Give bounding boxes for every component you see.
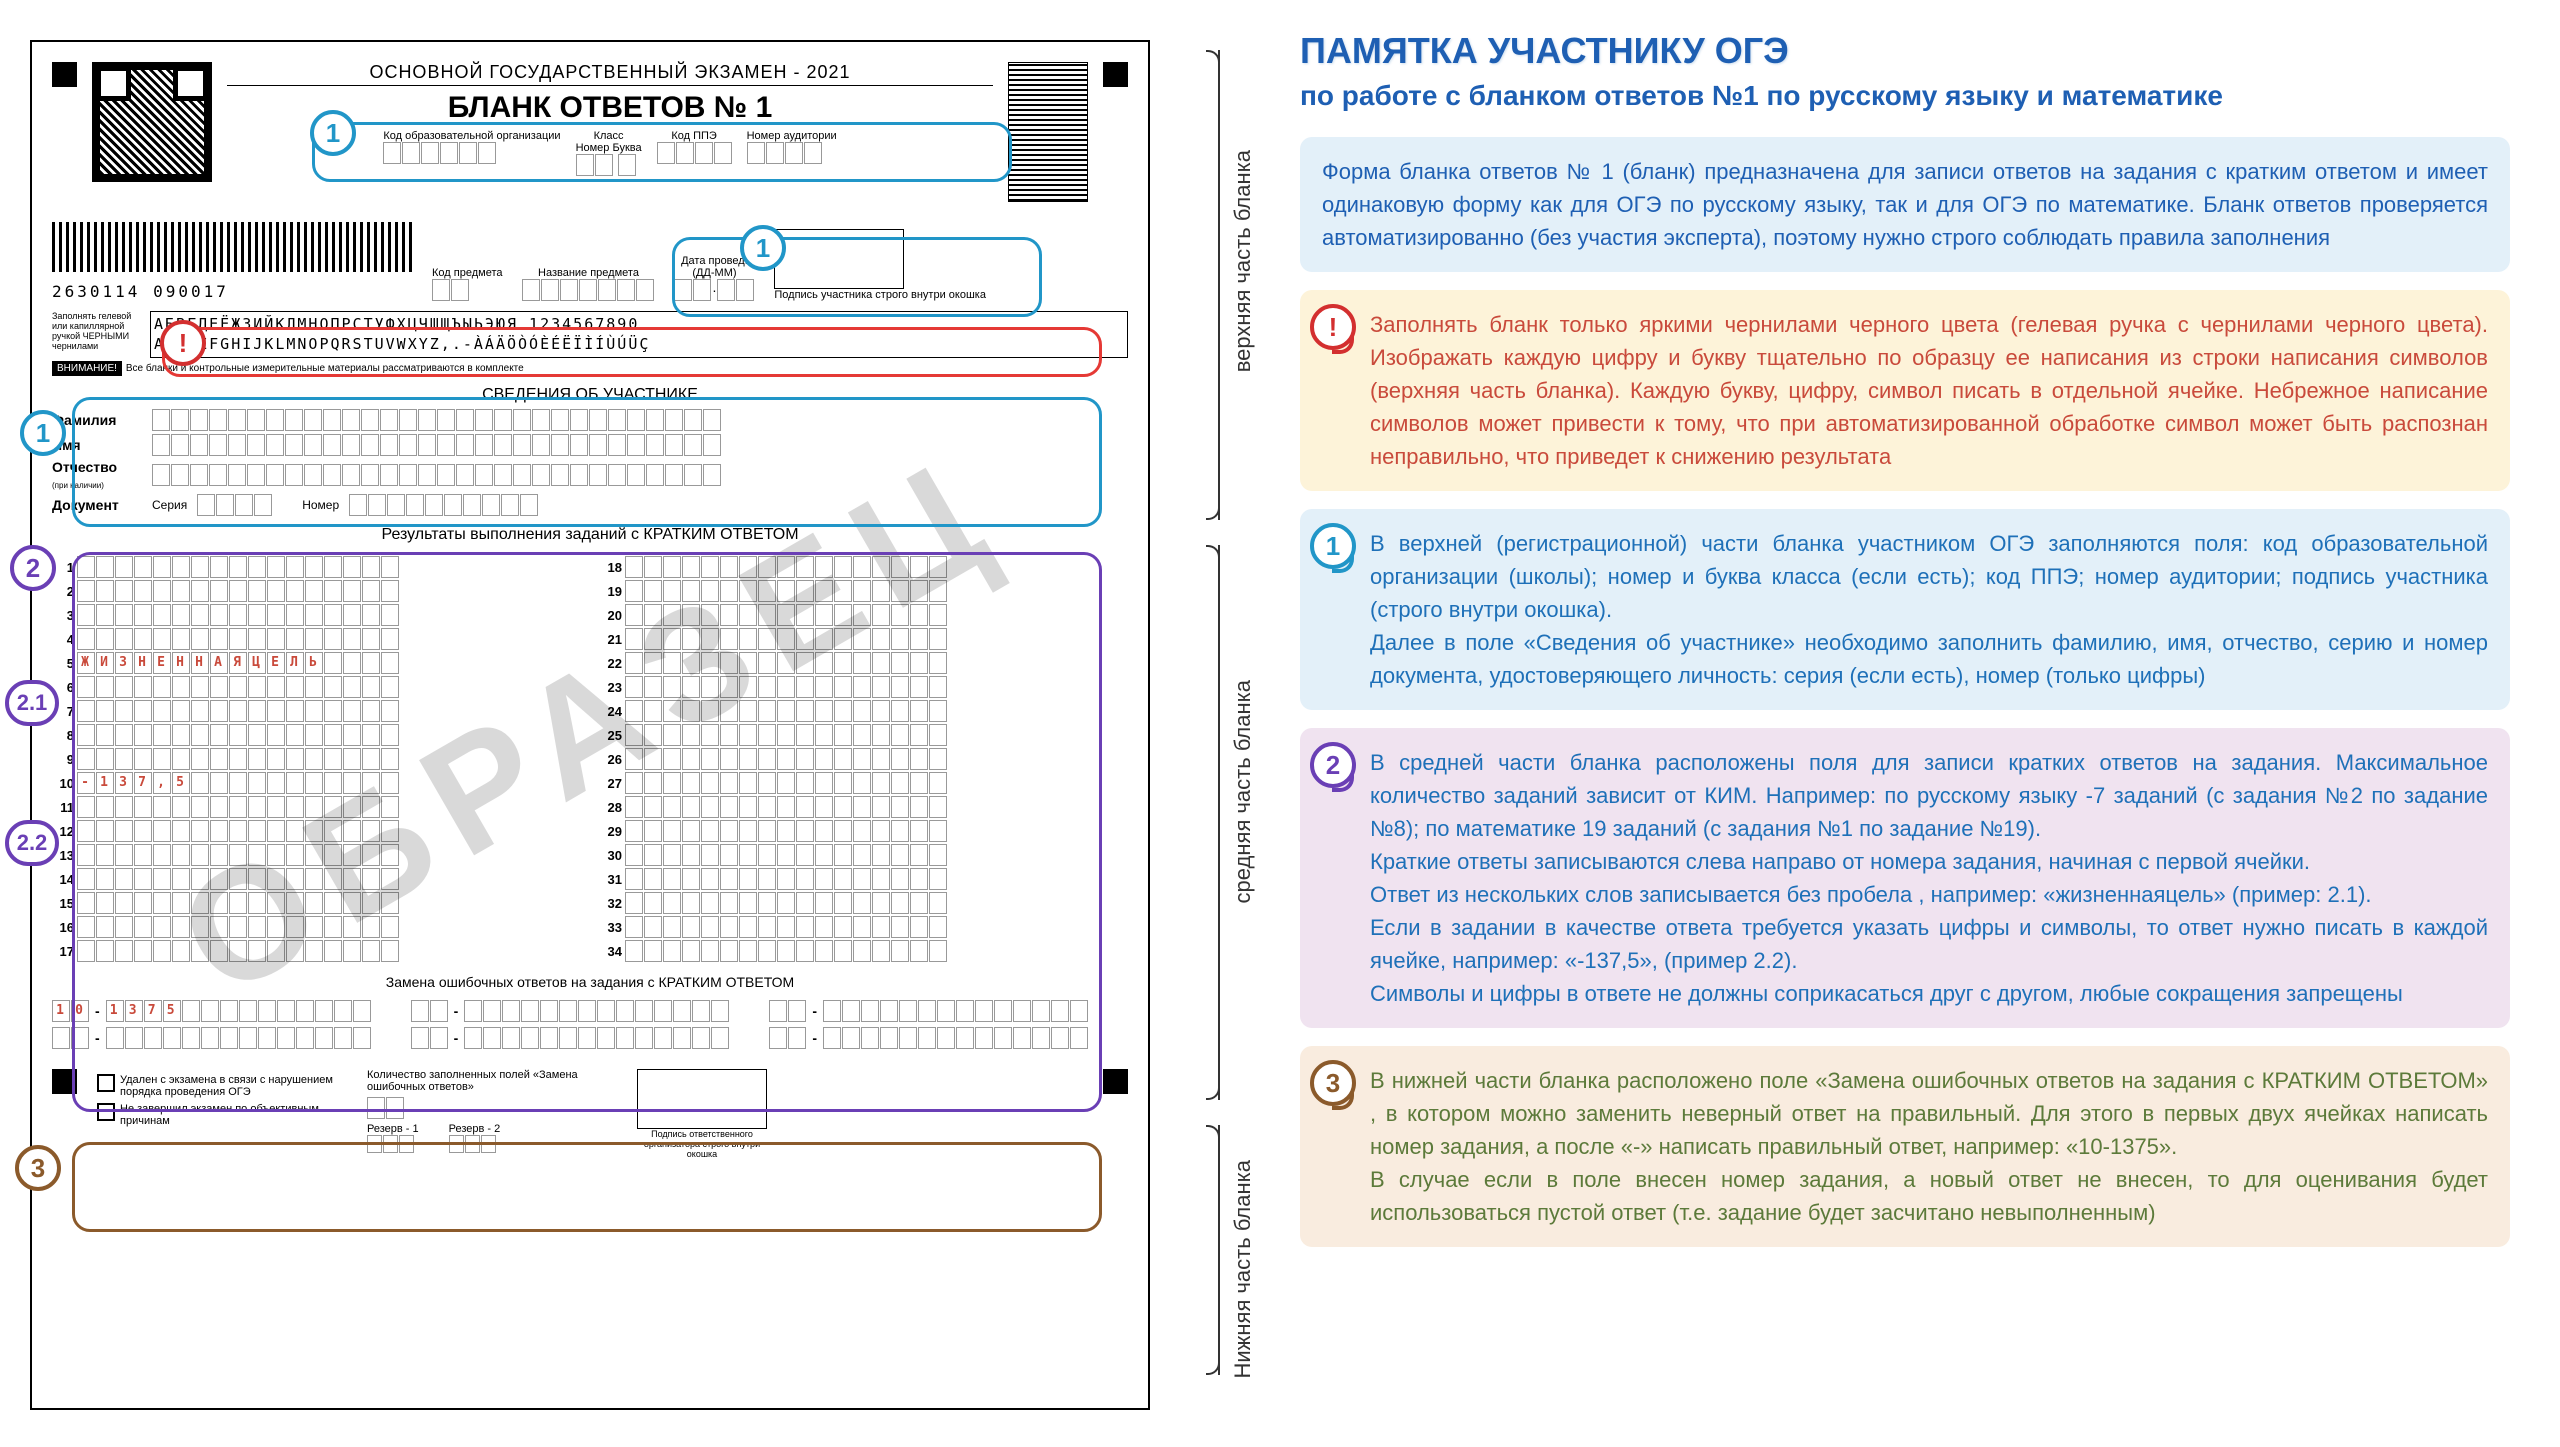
form-panel: ОБРАЗЕЦ ОСНОВНОЙ ГОСУДАРСТВЕННЫЙ ЭКЗАМЕН… [0, 0, 1180, 1447]
answer-form: ОБРАЗЕЦ ОСНОВНОЙ ГОСУДАРСТВЕННЫЙ ЭКЗАМЕН… [30, 40, 1150, 1410]
marker-tl [52, 62, 77, 87]
badge-warn: ! [160, 320, 206, 366]
signature-box [774, 229, 904, 289]
marker-tr [1103, 62, 1128, 87]
section1-box: 1 В верхней (регистрационной) части блан… [1300, 509, 2510, 710]
warning-box: ! Заполнять бланк только яркими чернилам… [1300, 290, 2510, 491]
badge-1c: 1 [20, 410, 66, 456]
qr-code [92, 62, 212, 182]
replace-grid: 10-1375----- [52, 995, 1128, 1054]
badge-1b: 1 [740, 225, 786, 271]
name-cells [152, 434, 721, 456]
marker-br [1103, 1069, 1128, 1094]
badge-22: 2.2 [5, 820, 59, 866]
replace-title: Замена ошибочных ответов на задания с КР… [52, 974, 1128, 990]
attention-label: ВНИМАНИЕ! [52, 361, 122, 376]
bottom-section: Удален с экзамена в связи с нарушением п… [52, 1069, 1128, 1159]
exam-title: ОСНОВНОЙ ГОСУДАРСТВЕННЫЙ ЭКЗАМЕН - 2021 [227, 62, 993, 86]
section3-box: 3 В нижней части бланка расположено поле… [1300, 1046, 2510, 1247]
badge-p3: 3 [1310, 1060, 1356, 1106]
badge-1a: 1 [310, 110, 356, 156]
main-title: ПАМЯТКА УЧАСТНИКУ ОГЭ [1300, 30, 2510, 72]
badge-21: 2.1 [5, 680, 59, 726]
barcode-number: 2630114 090017 [52, 282, 412, 301]
instructions-panel: ПАМЯТКА УЧАСТНИКУ ОГЭ по работе с бланко… [1180, 0, 2560, 1447]
barcode-horizontal [52, 222, 412, 272]
fill-note: Заполнять гелевой или капиллярной ручкой… [52, 311, 142, 358]
barcode-vertical [1008, 62, 1088, 202]
results-grid: 12345ЖИЗНЕННАЯЦЕЛЬ678910-137,51112131415… [52, 554, 1128, 964]
marker-bl [52, 1069, 77, 1094]
surname-cells [152, 409, 721, 431]
patronymic-cells [152, 464, 721, 486]
badge-3: 3 [15, 1145, 61, 1191]
label-org-code: Код образовательной организации [383, 130, 560, 142]
sub-title: по работе с бланком ответов №1 по русско… [1300, 80, 2510, 112]
badge-2: 2 [10, 545, 56, 591]
intro-box: Форма бланка ответов № 1 (бланк) предназ… [1300, 137, 2510, 272]
badge-p1: 1 [1310, 523, 1356, 569]
participant-title: СВЕДЕНИЯ ОБ УЧАСТНИКЕ [52, 386, 1128, 404]
badge-p2: 2 [1310, 742, 1356, 788]
section2-box: 2 В средней части бланка расположены пол… [1300, 728, 2510, 1028]
character-samples: АБВГДЕЁЖЗИЙКЛМНОПРСТУФХЦЧШЩЪЫЬЭЮЯ 123456… [150, 311, 1128, 358]
warn-icon: ! [1310, 304, 1356, 350]
results-title: Результаты выполнения заданий с КРАТКИМ … [52, 526, 1128, 544]
